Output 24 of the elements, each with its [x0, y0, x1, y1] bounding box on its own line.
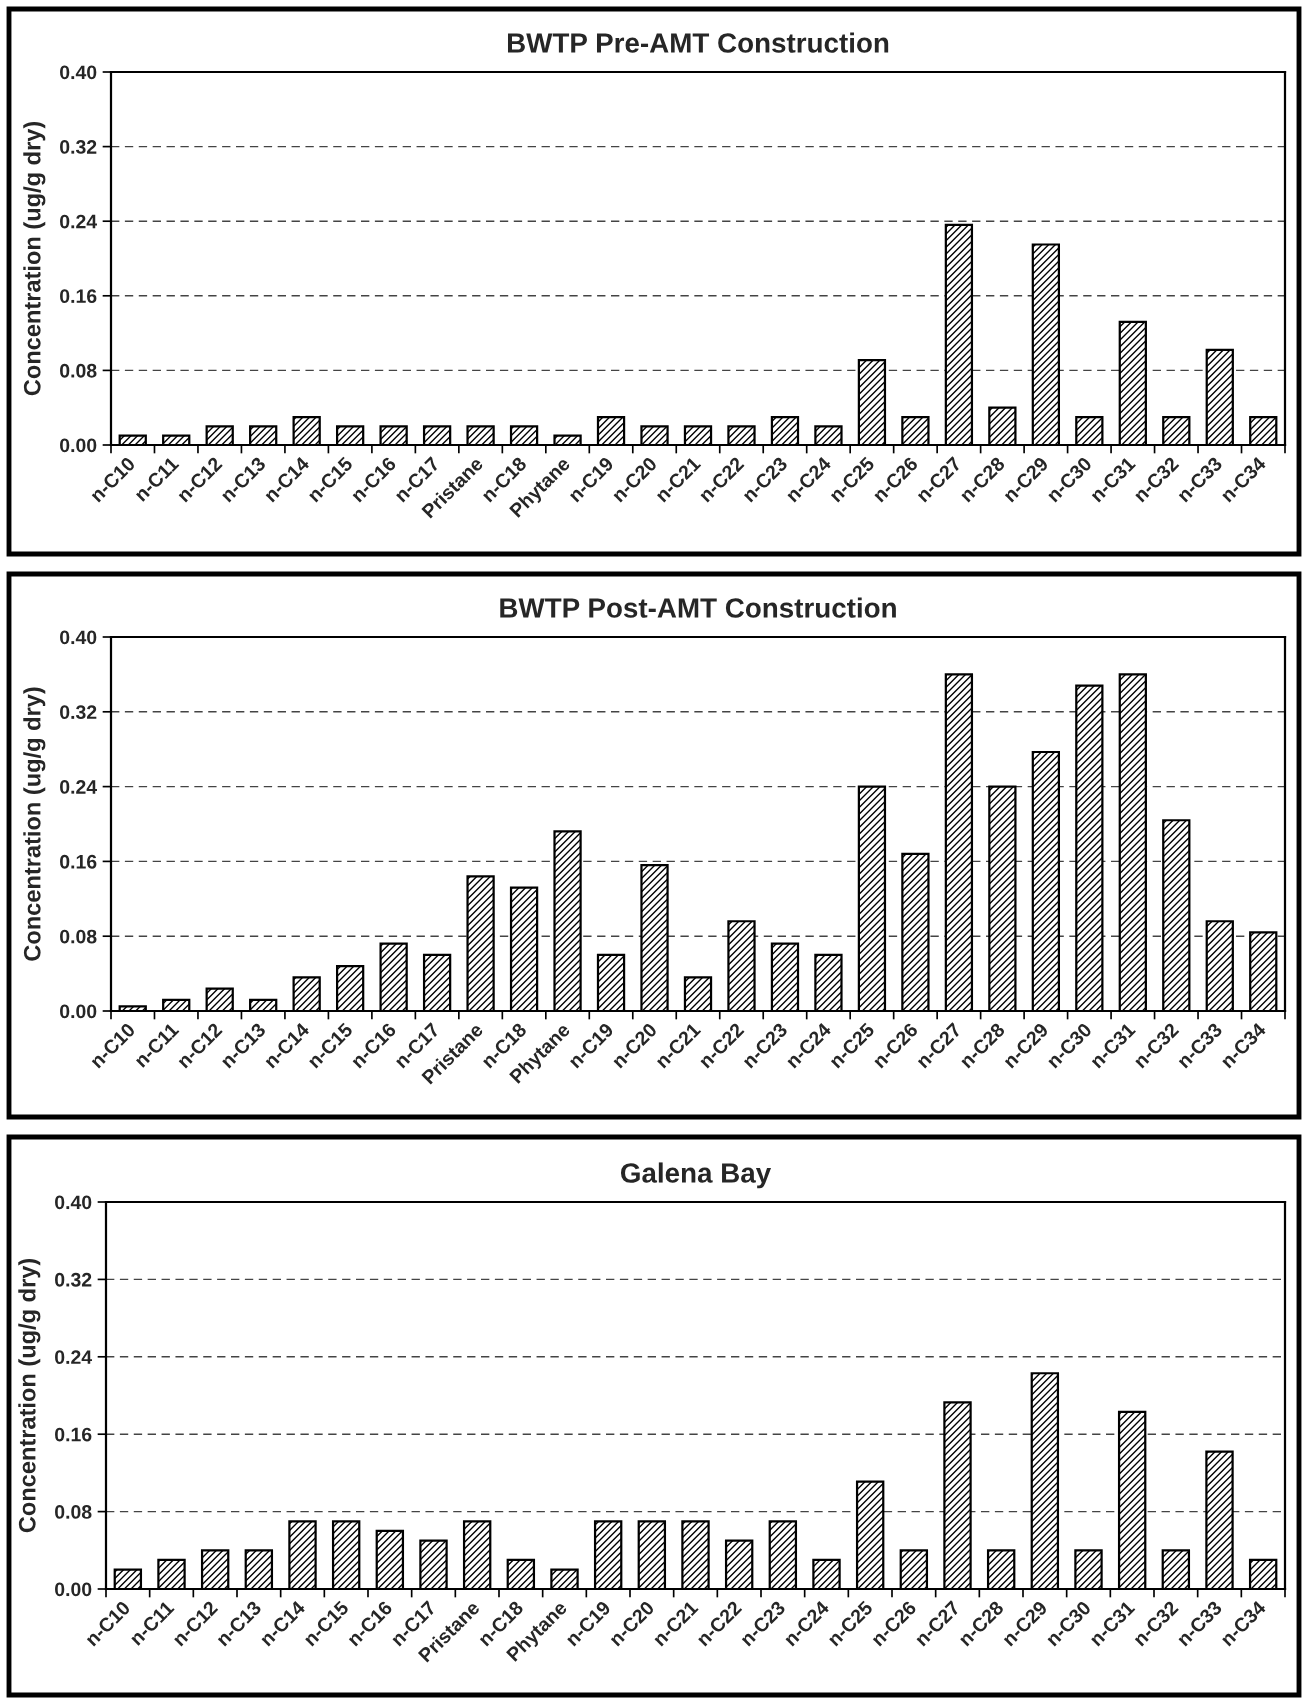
y-axis-title: Concentration (ug/g dry): [23, 121, 46, 396]
y-tick-label: 0.00: [60, 1004, 97, 1019]
chart-title: BWTP Post-AMT Construction: [500, 597, 896, 618]
y-tick-label: 0.24: [60, 780, 98, 794]
y-tick-label: 0.24: [60, 214, 98, 229]
y-tick-label: 0.16: [60, 289, 97, 304]
y-tick-label: 0.08: [60, 363, 97, 378]
y-tick-label: 0.40: [55, 1195, 92, 1210]
y-tick-label: 0.00: [55, 1582, 92, 1597]
chart-title: BWTP Pre-AMT Construction: [507, 32, 889, 53]
y-tick-label: 0.24: [55, 1350, 93, 1365]
y-tick-label: 0.32: [55, 1272, 92, 1287]
y-axis-title: Concentration (ug/g dry): [18, 1258, 41, 1533]
y-axis-title: Concentration (ug/g dry): [23, 687, 46, 961]
y-tick-label: 0.40: [60, 65, 97, 80]
y-tick-label: 0.08: [60, 929, 97, 944]
y-tick-label: 0.40: [60, 630, 97, 645]
chart-title: Galena Bay: [620, 1162, 772, 1189]
y-tick-label: 0.16: [55, 1427, 92, 1442]
y-tick-label: 0.16: [60, 854, 97, 869]
y-tick-label: 0.32: [60, 705, 97, 720]
y-tick-label: 0.00: [60, 438, 97, 453]
y-tick-label: 0.08: [55, 1505, 92, 1519]
y-tick-label: 0.32: [60, 140, 97, 154]
